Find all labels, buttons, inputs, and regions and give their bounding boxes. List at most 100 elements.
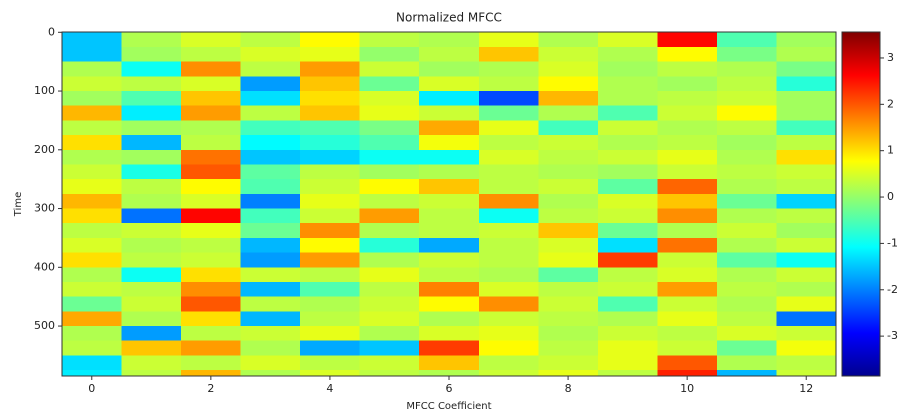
y-tick-label: 300 — [34, 202, 55, 215]
cell — [716, 120, 777, 136]
cell — [121, 223, 182, 239]
cell — [181, 223, 242, 239]
x-axis-label: MFCC Coefficient — [406, 401, 491, 412]
cell — [300, 267, 361, 283]
cell — [657, 179, 718, 195]
cell — [419, 135, 480, 151]
cell — [181, 135, 242, 151]
cell — [716, 223, 777, 239]
cell — [359, 311, 420, 327]
cell — [538, 105, 599, 121]
x-tick-label: 2 — [207, 382, 214, 395]
cell — [62, 311, 123, 327]
cell — [597, 149, 658, 165]
cell — [538, 252, 599, 268]
cell — [776, 149, 837, 165]
cell — [478, 32, 539, 48]
cell — [419, 326, 480, 342]
cell — [359, 76, 420, 92]
cell — [121, 179, 182, 195]
cell — [240, 370, 301, 377]
cell — [62, 267, 123, 283]
cell — [538, 193, 599, 210]
cell — [359, 296, 420, 312]
cell — [121, 32, 182, 48]
cell — [657, 311, 718, 327]
cell — [240, 91, 301, 107]
cell — [121, 149, 182, 165]
cell — [597, 120, 658, 136]
cell — [62, 105, 123, 121]
cell — [181, 76, 242, 92]
cell — [121, 208, 182, 224]
cell — [657, 267, 718, 283]
cell — [716, 237, 777, 254]
cell — [538, 32, 599, 48]
cell — [62, 61, 123, 77]
cell — [121, 61, 182, 77]
cell — [597, 252, 658, 268]
cell — [478, 105, 539, 121]
cell — [359, 281, 420, 298]
colorbar-tick-label: -2 — [887, 283, 898, 296]
cell — [419, 237, 480, 254]
cell — [121, 76, 182, 92]
cell — [597, 61, 658, 77]
x-tick-label: 8 — [565, 382, 572, 395]
cell — [716, 91, 777, 107]
cell — [478, 91, 539, 107]
cell — [478, 135, 539, 151]
cell — [181, 296, 242, 312]
cell — [181, 179, 242, 195]
cell — [419, 46, 480, 63]
cell — [538, 76, 599, 92]
cell — [478, 76, 539, 92]
cell — [597, 76, 658, 92]
cell — [478, 193, 539, 210]
cell — [657, 61, 718, 77]
colorbar-tick-label: 0 — [887, 190, 894, 203]
cell — [419, 340, 480, 356]
cell — [300, 208, 361, 224]
cell — [478, 370, 539, 377]
cell — [121, 237, 182, 254]
cell — [419, 164, 480, 180]
cell — [240, 179, 301, 195]
y-tick-label: 200 — [34, 143, 55, 156]
cell — [419, 193, 480, 210]
cell — [121, 296, 182, 312]
cell — [240, 32, 301, 48]
cell — [62, 252, 123, 268]
cell — [419, 311, 480, 327]
cell — [657, 223, 718, 239]
cell — [181, 281, 242, 298]
cell — [359, 237, 420, 254]
cell — [181, 252, 242, 268]
cell — [716, 296, 777, 312]
cell — [597, 164, 658, 180]
cell — [776, 179, 837, 195]
colorbar-tick-label: 2 — [887, 97, 894, 110]
cell — [359, 164, 420, 180]
cell — [538, 370, 599, 377]
cell — [597, 355, 658, 371]
cell — [300, 135, 361, 151]
cell — [716, 193, 777, 210]
cell — [121, 252, 182, 268]
cell — [657, 281, 718, 298]
cell — [657, 296, 718, 312]
cell — [716, 281, 777, 298]
cell — [716, 135, 777, 151]
cell — [240, 267, 301, 283]
cell — [121, 281, 182, 298]
cell — [657, 91, 718, 107]
cell — [597, 46, 658, 63]
cell — [538, 164, 599, 180]
cell — [419, 91, 480, 107]
cell — [240, 340, 301, 356]
cell — [240, 311, 301, 327]
cell — [121, 326, 182, 342]
cell — [716, 326, 777, 342]
cell — [181, 61, 242, 77]
cell — [300, 281, 361, 298]
